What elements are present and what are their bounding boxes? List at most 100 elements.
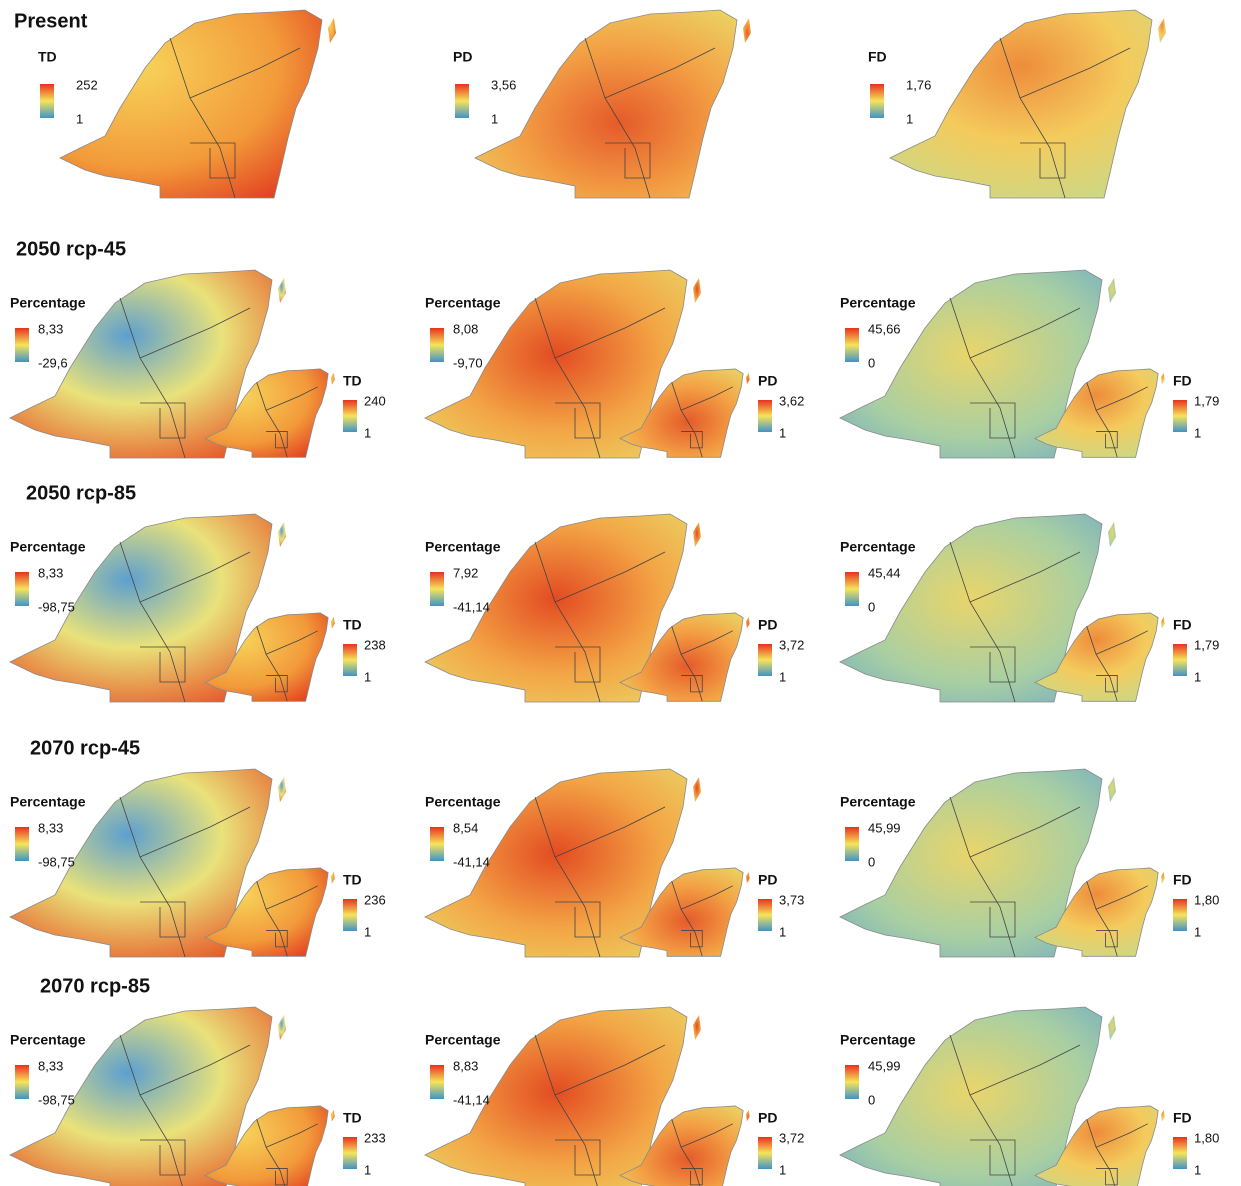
map-island [1161,872,1165,884]
map-island [693,1015,701,1040]
map-land [60,10,322,198]
legend-colorbar [845,1065,859,1099]
legend-max: 8,33 [38,820,63,835]
legend-colorbar [845,572,859,606]
legend-min: 1 [364,669,371,684]
legend-title: PD [453,49,472,65]
legend-min: -41,14 [453,599,490,614]
legend-title: Percentage [840,295,916,311]
figure: PresentTD2521PD3,561FD1,7612050 rcp-45Pe… [0,0,1241,1186]
legend-min: 1 [1194,425,1201,440]
map-island [743,18,751,43]
legend-colorbar [758,400,772,432]
row-title: 2070 rcp-45 [30,737,140,759]
map-island [331,1110,335,1122]
legend-max: 238 [364,637,386,652]
row-title: 2050 rcp-45 [16,238,126,260]
legend-min: -29,6 [38,355,68,370]
legend-max: 45,99 [868,820,901,835]
legend-max: 8,33 [38,565,63,580]
map-island [1161,373,1165,385]
map-island [1108,278,1116,303]
inset-label: TD [343,617,362,633]
legend-title: Percentage [425,794,501,810]
legend-min: 1 [491,111,498,126]
legend-min: 1 [76,111,83,126]
legend-min: 1 [364,1162,371,1177]
legend-title: TD [38,49,57,65]
main-map [60,10,336,198]
legend-colorbar [40,84,54,118]
map-land [890,10,1152,198]
main-map [475,10,751,198]
legend-min: 0 [868,599,875,614]
inset-label: TD [343,373,362,389]
legend-colorbar [845,827,859,861]
row-title: 2070 rcp-85 [40,975,150,997]
legend-min: 0 [868,854,875,869]
legend-colorbar [343,899,357,931]
inset-label: TD [343,1110,362,1126]
inset-label: PD [758,617,777,633]
legend-title: Percentage [10,1032,86,1048]
legend-max: 45,99 [868,1058,901,1073]
map-island [746,373,750,385]
legend-colorbar [430,328,444,362]
legend-title: Percentage [10,539,86,555]
legend-min: 1 [1194,669,1201,684]
legend-min: -41,14 [453,854,490,869]
legend-colorbar [1173,1137,1187,1169]
map-island [746,1110,750,1122]
legend-max: 8,33 [38,321,63,336]
legend-max: 3,72 [779,637,804,652]
legend-min: 1 [779,1162,786,1177]
legend-min: 1 [779,425,786,440]
legend-title: Percentage [840,1032,916,1048]
inset-label: PD [758,373,777,389]
inset-label: FD [1173,617,1192,633]
legend-colorbar [845,328,859,362]
legend-colorbar [430,827,444,861]
map-island [693,278,701,303]
legend-max: 252 [76,77,98,92]
legend-min: 1 [779,924,786,939]
legend-min: 1 [1194,1162,1201,1177]
map-island [746,872,750,884]
map-land [475,10,737,198]
map-island [278,278,286,303]
legend-min: 1 [364,924,371,939]
legend-max: 1,76 [906,77,931,92]
legend-max: 3,72 [779,1130,804,1145]
legend-colorbar [758,1137,772,1169]
legend-title: Percentage [425,539,501,555]
map-island [331,373,335,385]
legend-title: Percentage [425,1032,501,1048]
legend-min: -9,70 [453,355,483,370]
row-title: Present [14,10,88,32]
map-island [693,777,701,802]
legend-colorbar [758,644,772,676]
legend-max: 1,79 [1194,393,1219,408]
legend-title: Percentage [840,539,916,555]
legend-max: 236 [364,892,386,907]
legend-max: 1,80 [1194,1130,1219,1145]
map-island [278,777,286,802]
inset-label: FD [1173,1110,1192,1126]
legend-colorbar [870,84,884,118]
legend-title: Percentage [425,295,501,311]
map-island [1161,617,1165,629]
legend-colorbar [430,1065,444,1099]
legend-max: 233 [364,1130,386,1145]
legend-colorbar [15,328,29,362]
legend-min: 1 [779,669,786,684]
map-island [1108,1015,1116,1040]
legend-colorbar [758,899,772,931]
map-island [693,522,701,547]
legend-max: 8,54 [453,820,478,835]
map-island [1108,522,1116,547]
map-island [328,18,336,43]
inset-label: PD [758,872,777,888]
legend-min: 1 [364,425,371,440]
legend-title: Percentage [10,794,86,810]
legend-colorbar [1173,899,1187,931]
